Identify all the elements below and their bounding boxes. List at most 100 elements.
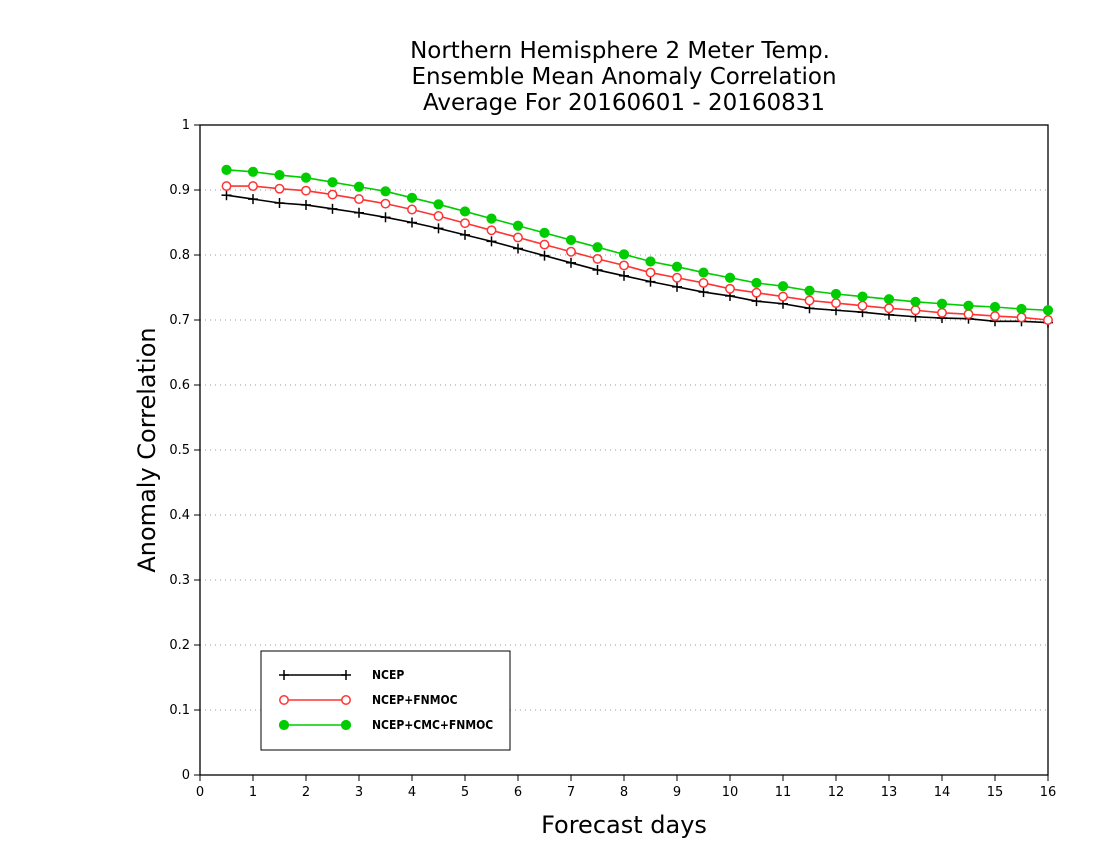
- data-point: [831, 298, 841, 309]
- chart-title: Northern Hemisphere 2 Meter Temp. Ensemb…: [410, 38, 836, 116]
- data-point: [937, 307, 947, 318]
- data-point: [778, 291, 788, 302]
- y-axis-label: Anomaly Correlation: [133, 327, 161, 572]
- y-axis: 0 0.1 0.2 0.3 0.4 0.5 0.6 0.7 0.8 0.9 1: [169, 118, 200, 783]
- data-point: [990, 311, 1000, 322]
- data-point: [566, 257, 576, 268]
- data-point: [221, 181, 232, 192]
- legend-entry: NCEP+FNMOC: [279, 693, 458, 707]
- x-tick-label: 2: [302, 785, 310, 800]
- data-point: [804, 295, 815, 306]
- data-point: [698, 287, 709, 298]
- data-point: [248, 181, 258, 192]
- data-point: [460, 229, 470, 240]
- data-point: [989, 301, 1001, 313]
- data-point: [566, 246, 576, 257]
- legend-marker: [340, 719, 352, 731]
- y-tick-label: 0.3: [169, 573, 190, 588]
- data-point: [248, 194, 258, 205]
- data-point: [486, 225, 497, 236]
- data-point: [883, 294, 895, 305]
- data-point: [884, 303, 894, 314]
- x-tick-label: 5: [461, 785, 469, 800]
- data-point: [592, 253, 603, 264]
- legend-entry: NCEP: [279, 668, 404, 682]
- data-point: [804, 285, 815, 296]
- series-line: [226, 185, 1049, 321]
- data-point: [380, 186, 391, 197]
- x-tick-label: 8: [620, 785, 628, 800]
- data-point: [407, 204, 417, 215]
- data-point: [327, 203, 338, 214]
- data-point: [857, 300, 868, 311]
- legend-marker: [278, 719, 290, 731]
- data-point: [247, 166, 259, 177]
- series-ncep: [221, 190, 1053, 328]
- data-point: [830, 288, 842, 300]
- y-tick-label: 0: [182, 768, 190, 783]
- data-point: [327, 189, 338, 200]
- legend-marker: [341, 670, 351, 680]
- data-point: [486, 236, 497, 247]
- x-tick-label: 4: [408, 785, 416, 800]
- data-point: [645, 267, 656, 278]
- title-line-3: Average For 20160601 - 20160831: [423, 90, 825, 116]
- data-point: [618, 249, 630, 260]
- data-point: [645, 276, 656, 287]
- legend-entry: NCEP+CMC+FNMOC: [278, 718, 493, 732]
- data-point: [698, 278, 709, 288]
- data-point: [513, 243, 523, 254]
- data-point: [407, 217, 417, 228]
- legend-marker: [279, 695, 289, 705]
- data-point: [300, 172, 312, 183]
- x-tick-label: 3: [355, 785, 363, 800]
- series-ncep-cmc-fnmoc: [221, 164, 1054, 316]
- series-layer: [221, 164, 1054, 328]
- data-point: [459, 206, 471, 217]
- legend-label: NCEP: [372, 668, 404, 682]
- legend-label: NCEP+FNMOC: [372, 693, 458, 707]
- data-point: [301, 185, 311, 196]
- y-tick-label: 0.6: [169, 378, 190, 393]
- x-axis: 0 1 2 3 4 5 6 7 8 9 10 11 12 13 14 15 16: [196, 775, 1056, 800]
- data-point: [380, 198, 391, 209]
- y-tick-label: 0.2: [169, 638, 190, 653]
- data-point: [512, 220, 524, 231]
- data-point: [433, 211, 444, 221]
- series-line: [226, 169, 1049, 312]
- data-point: [936, 298, 948, 309]
- data-point: [725, 283, 735, 294]
- x-tick-label: 16: [1040, 785, 1057, 800]
- data-point: [1016, 312, 1027, 323]
- title-line-1: Northern Hemisphere 2 Meter Temp.: [410, 38, 830, 64]
- data-point: [698, 267, 709, 278]
- data-point: [777, 281, 789, 292]
- y-tick-label: 1: [182, 118, 190, 133]
- data-point: [645, 256, 656, 267]
- data-point: [565, 234, 577, 246]
- data-point: [513, 232, 523, 243]
- data-point: [1042, 305, 1054, 316]
- data-point: [671, 261, 683, 272]
- data-point: [910, 305, 921, 316]
- x-tick-label: 0: [196, 785, 204, 800]
- data-point: [274, 198, 285, 208]
- data-point: [406, 192, 418, 203]
- y-tick-label: 0.9: [169, 183, 190, 198]
- data-point: [433, 199, 444, 210]
- x-tick-label: 13: [881, 785, 898, 800]
- legend-marker: [279, 670, 289, 680]
- x-tick-label: 12: [828, 785, 845, 800]
- data-point: [963, 300, 974, 311]
- data-point: [354, 194, 364, 205]
- data-point: [460, 218, 470, 229]
- series-line: [226, 194, 1049, 324]
- data-point: [274, 183, 285, 194]
- data-point: [619, 260, 629, 271]
- data-point: [274, 169, 285, 181]
- x-tick-label: 15: [987, 785, 1004, 800]
- data-point: [221, 164, 232, 175]
- title-line-2: Ensemble Mean Anomaly Correlation: [411, 64, 836, 90]
- data-point: [592, 264, 603, 275]
